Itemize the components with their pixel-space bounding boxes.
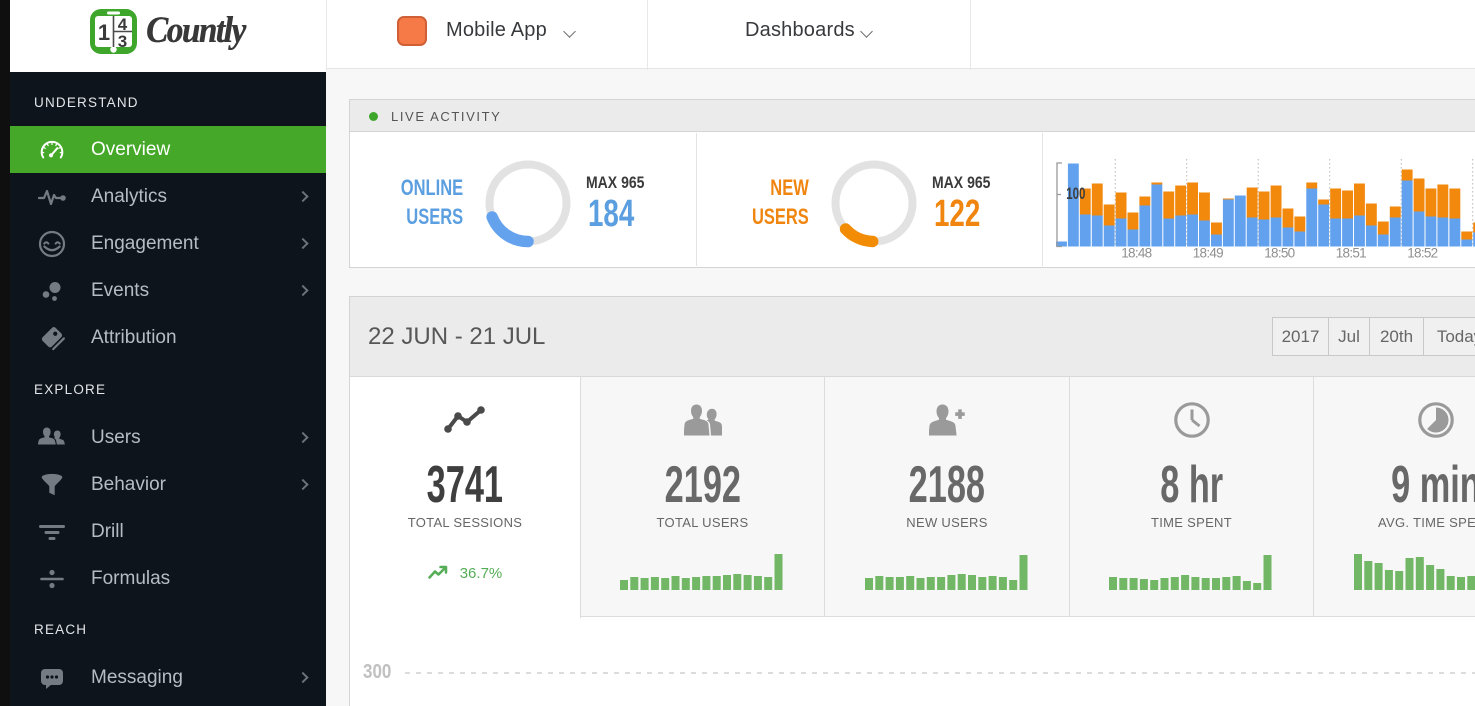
svg-text:1: 1	[98, 20, 110, 45]
svg-text:18:48: 18:48	[1121, 246, 1152, 261]
svg-text:18:52: 18:52	[1407, 246, 1438, 261]
svg-text:18:49: 18:49	[1193, 246, 1224, 261]
svg-text:18:51: 18:51	[1336, 246, 1367, 261]
svg-text:18:50: 18:50	[1264, 246, 1295, 261]
svg-text:3: 3	[118, 32, 127, 51]
svg-text:4: 4	[118, 15, 128, 34]
svg-text:100: 100	[1066, 185, 1085, 204]
